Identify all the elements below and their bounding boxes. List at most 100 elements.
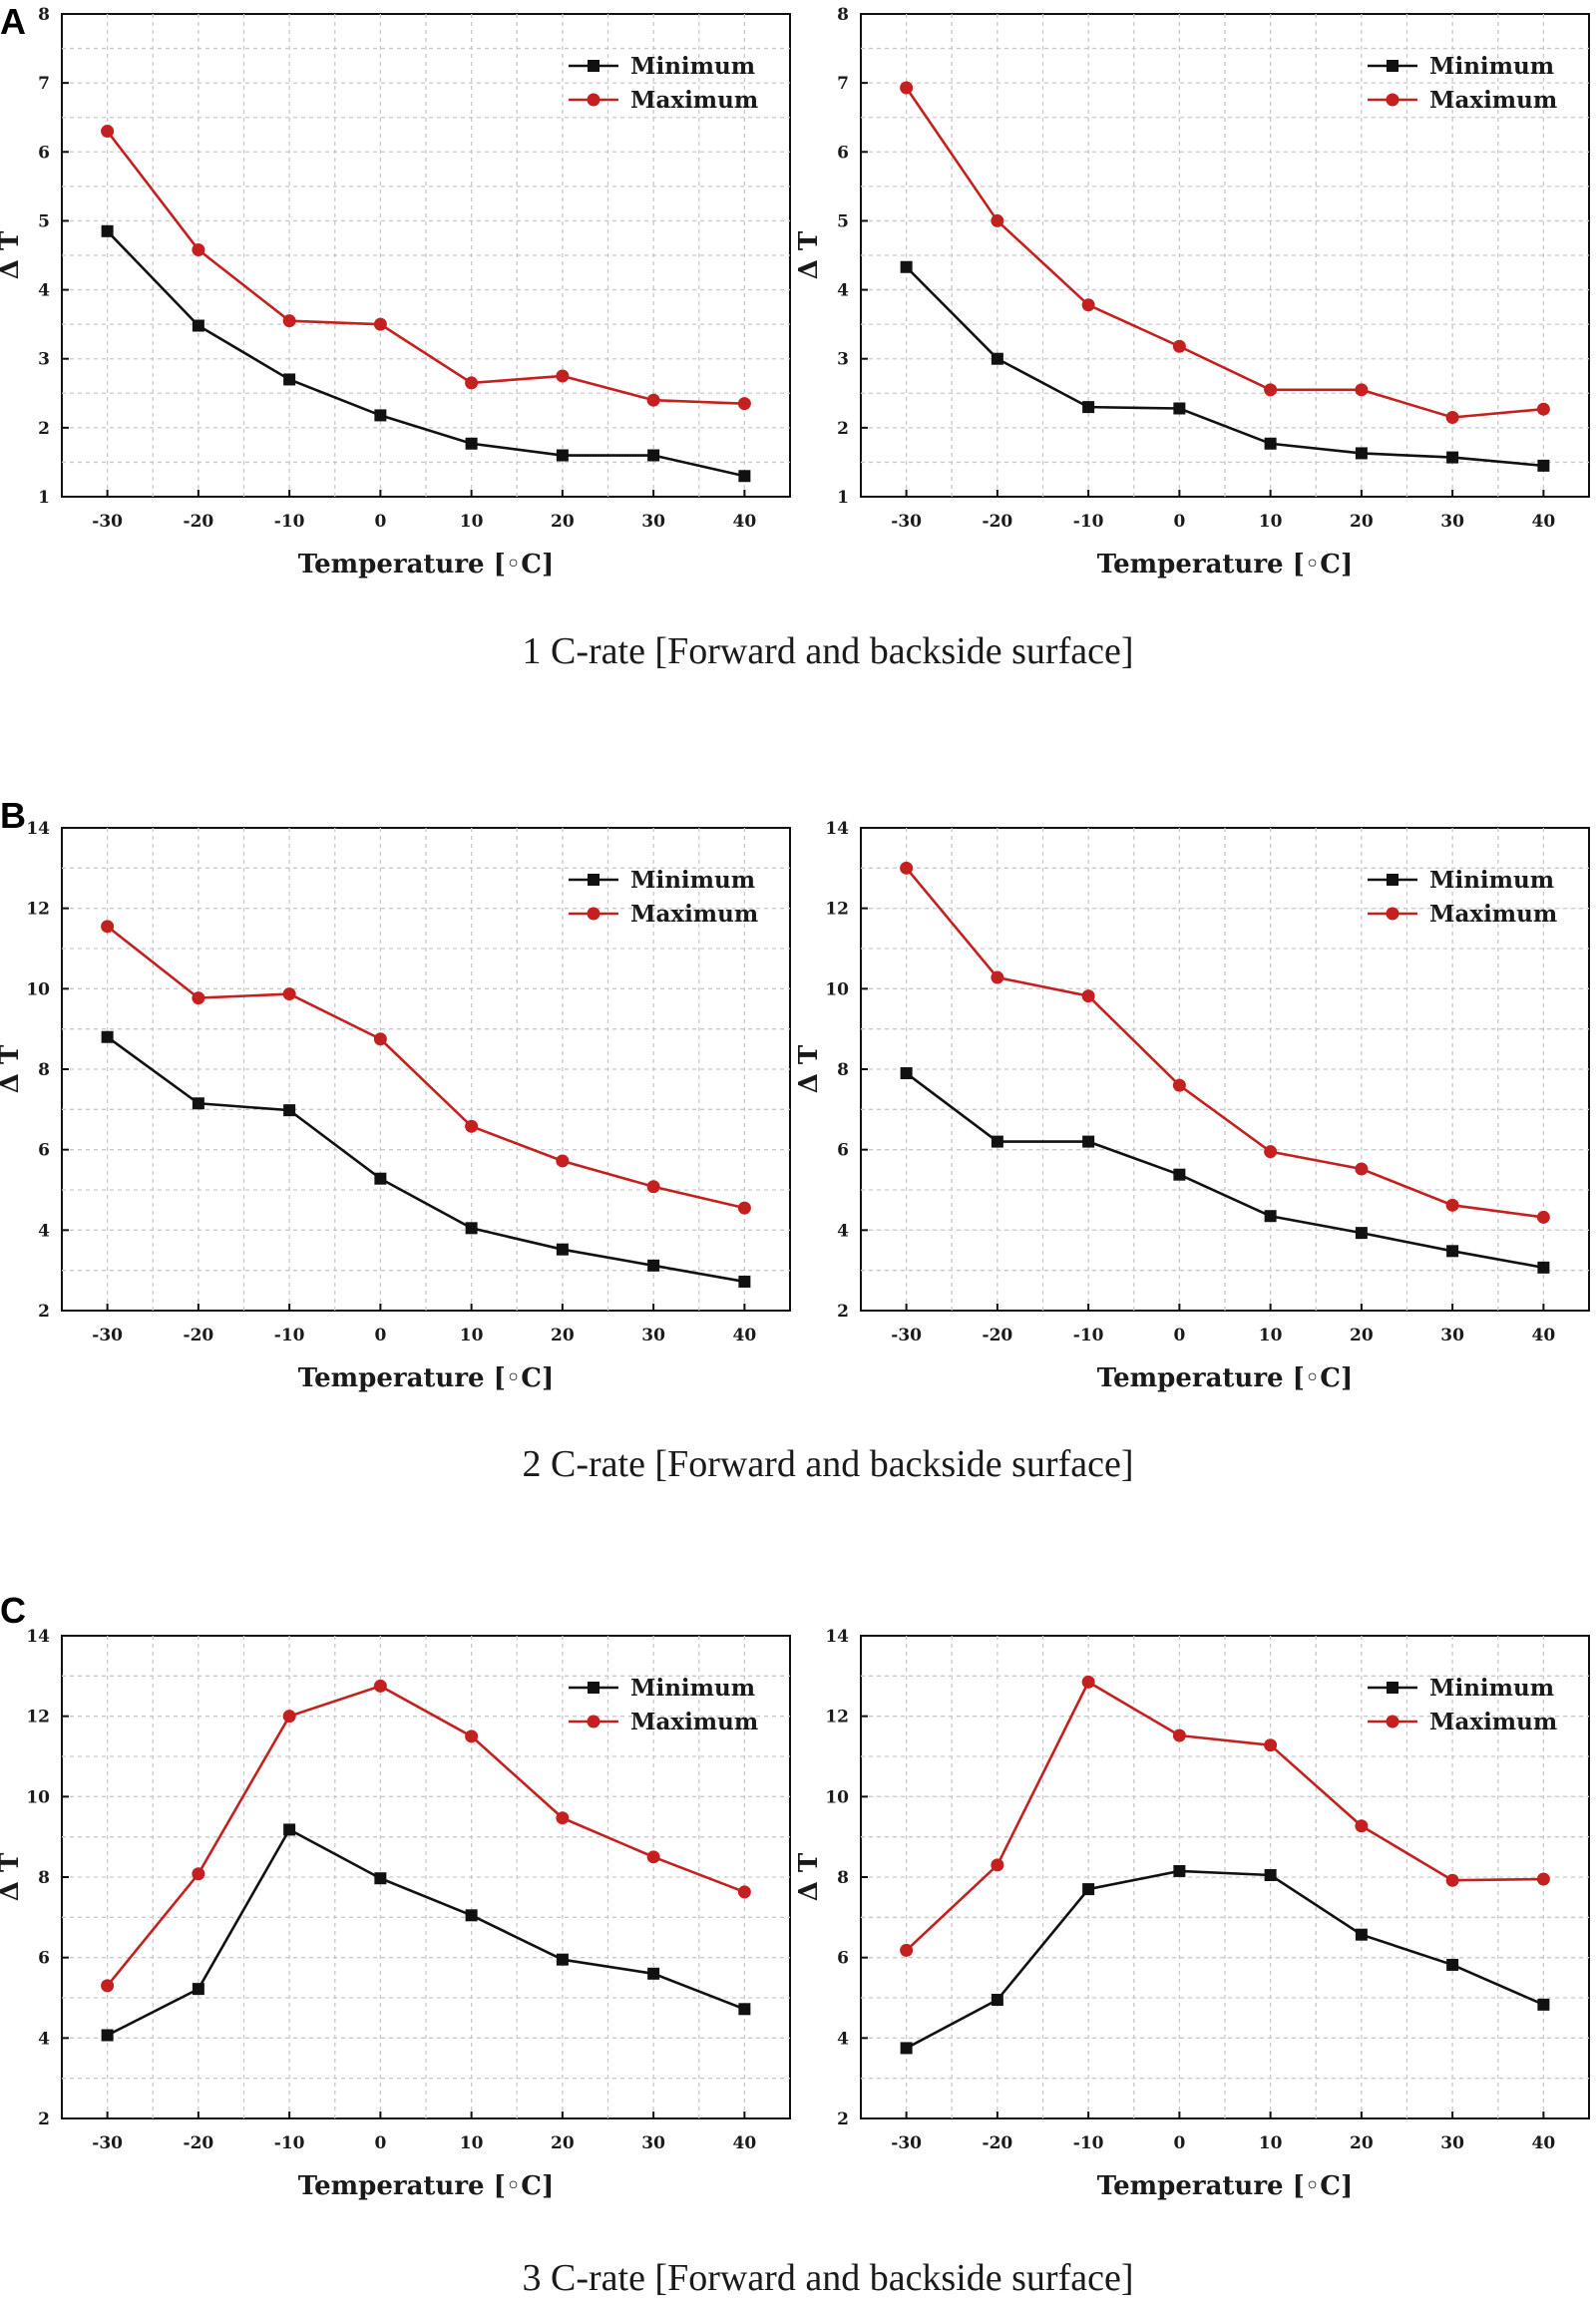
data-point-maximum — [646, 393, 660, 407]
data-point-maximum — [465, 1729, 479, 1743]
data-point-minimum — [900, 2042, 913, 2055]
y-tick-label: 12 — [26, 900, 50, 920]
data-point-minimum — [283, 1104, 296, 1117]
y-tick-label: 5 — [38, 211, 50, 231]
y-tick-label: 6 — [837, 143, 849, 163]
data-point-maximum — [646, 1850, 660, 1864]
x-axis-title: Temperature [◦C] — [298, 550, 555, 579]
data-point-minimum — [1173, 1168, 1186, 1181]
series-line-maximum — [905, 1680, 1544, 1952]
x-tick-label: 20 — [551, 512, 575, 532]
data-point-maximum — [1445, 1873, 1459, 1887]
series-line-maximum — [905, 867, 1544, 1219]
x-axis-title: Temperature [◦C] — [298, 2171, 555, 2201]
y-tick-label: 4 — [38, 2029, 50, 2049]
y-tick-label: 10 — [825, 979, 849, 999]
data-point-minimum — [1537, 459, 1550, 472]
x-tick-label: 40 — [733, 512, 757, 532]
data-point-maximum — [556, 1154, 570, 1168]
x-tick-label: -30 — [92, 1326, 123, 1345]
x-tick-label: 10 — [1259, 1326, 1283, 1345]
y-axis-title: Δ T — [0, 1852, 25, 1901]
x-axis-title: Temperature [◦C] — [298, 1363, 555, 1393]
data-point-maximum — [1081, 1675, 1095, 1689]
data-point-minimum — [192, 1983, 204, 1996]
legend-marker-minimum — [588, 1682, 599, 1694]
x-tick-label: -20 — [983, 512, 1013, 532]
y-axis-title: Δ T — [0, 1044, 25, 1093]
y-tick-label: 2 — [837, 419, 849, 439]
data-point-maximum — [900, 1943, 914, 1957]
data-point-maximum — [556, 369, 570, 383]
y-tick-label: 6 — [38, 143, 50, 163]
data-point-maximum — [737, 397, 751, 411]
data-point-minimum — [192, 1097, 204, 1110]
y-axis-title: Δ T — [794, 1852, 824, 1901]
x-tick-label: 30 — [1440, 1326, 1464, 1345]
data-point-maximum — [101, 1979, 115, 1993]
legend-marker-maximum — [1386, 93, 1399, 107]
data-point-maximum — [373, 1032, 387, 1046]
x-tick-label: 40 — [733, 2133, 757, 2153]
data-point-maximum — [556, 1811, 570, 1825]
y-tick-label: 4 — [837, 1221, 849, 1241]
x-tick-label: 10 — [1259, 512, 1283, 532]
data-point-maximum — [1355, 383, 1369, 397]
y-axis-title: Δ T — [794, 230, 824, 279]
chart-2c-forward: -30 -20 -10 0 10 20 30 40 2 4 6 8 10 12 14 Temperature … — [0, 819, 791, 1393]
data-point-minimum — [1537, 1261, 1550, 1274]
data-point-minimum — [1355, 1227, 1368, 1240]
data-point-minimum — [1446, 451, 1459, 464]
data-point-maximum — [991, 213, 1004, 227]
y-tick-label: 1 — [837, 488, 849, 508]
legend-marker-maximum — [587, 1715, 600, 1728]
legend-label-maximum: Maximum — [630, 901, 758, 928]
x-tick-label: 30 — [641, 512, 665, 532]
y-tick-label: 6 — [38, 1141, 50, 1161]
y-tick-label: 14 — [825, 1627, 849, 1647]
legend-label-minimum: Minimum — [1429, 1675, 1554, 1702]
data-point-minimum — [1264, 1868, 1277, 1881]
x-tick-label: 10 — [460, 512, 484, 532]
data-point-minimum — [1082, 1135, 1095, 1148]
data-point-minimum — [465, 437, 478, 450]
x-tick-label: 0 — [1173, 2133, 1185, 2153]
data-point-maximum — [282, 314, 296, 328]
x-axis-title: Temperature [◦C] — [1097, 1363, 1354, 1393]
y-tick-label: 4 — [38, 281, 50, 301]
x-tick-label: -30 — [891, 512, 922, 532]
x-tick-label: 10 — [460, 1326, 484, 1345]
y-axis-title: Δ T — [0, 230, 25, 279]
chart-3c-backside: -30 -20 -10 0 10 20 30 40 2 4 6 8 10 12 14 Temperature … — [794, 1627, 1590, 2201]
x-tick-label: 10 — [460, 2133, 484, 2153]
x-tick-label: 10 — [1259, 2133, 1283, 2153]
y-tick-label: 12 — [26, 1708, 50, 1727]
data-point-minimum — [647, 1259, 660, 1272]
x-tick-label: 40 — [733, 1326, 757, 1345]
y-tick-label: 8 — [38, 1868, 50, 1888]
data-point-minimum — [1537, 1998, 1550, 2011]
y-tick-label: 1 — [38, 488, 50, 508]
x-tick-label: 0 — [374, 1326, 386, 1345]
data-point-maximum — [1445, 1198, 1459, 1212]
data-point-minimum — [1173, 402, 1186, 415]
x-tick-label: -10 — [274, 512, 305, 532]
series-line-maximum — [106, 1685, 745, 1987]
x-tick-label: -10 — [1073, 1326, 1104, 1345]
panel-letter-a: A — [0, 1, 26, 42]
y-tick-label: 8 — [837, 1060, 849, 1080]
data-point-maximum — [465, 1119, 479, 1133]
data-point-maximum — [1264, 383, 1278, 397]
data-point-minimum — [738, 2003, 751, 2016]
y-tick-label: 5 — [837, 211, 849, 231]
legend-marker-maximum — [587, 93, 600, 107]
x-tick-label: -30 — [92, 512, 123, 532]
data-point-minimum — [465, 1222, 478, 1235]
x-tick-label: -10 — [1073, 2133, 1104, 2153]
y-tick-label: 12 — [825, 900, 849, 920]
x-tick-label: 20 — [1350, 2133, 1374, 2153]
data-point-minimum — [991, 352, 1003, 365]
y-tick-label: 8 — [837, 5, 849, 25]
y-tick-label: 8 — [38, 5, 50, 25]
